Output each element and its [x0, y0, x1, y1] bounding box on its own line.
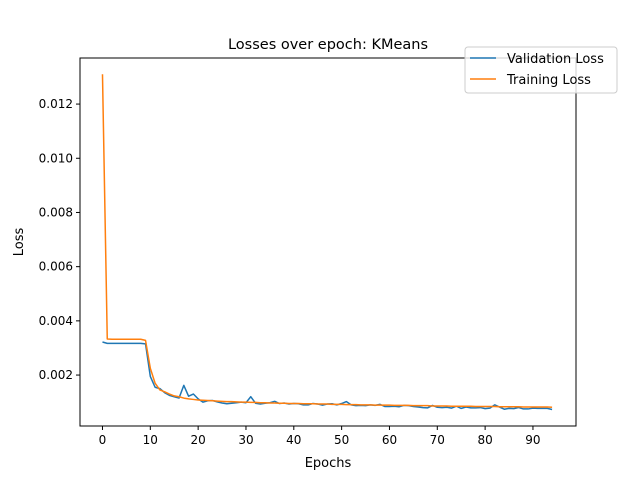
legend-label-training-loss: Training Loss	[506, 73, 591, 88]
series-layer	[101, 74, 553, 411]
x-tick-label: 20	[191, 433, 206, 447]
y-axis-title: Loss	[12, 228, 27, 257]
x-tick-label: 30	[238, 433, 253, 447]
x-tick-label: 0	[99, 433, 107, 447]
y-tick-label: 0.004	[39, 314, 73, 328]
y-tick-label: 0.012	[39, 97, 73, 111]
y-tick-label: 0.002	[39, 368, 73, 382]
y-axis: 0.002 0.004 0.006 0.008 0.010 0.012	[39, 97, 80, 382]
y-tick-label: 0.006	[39, 260, 73, 274]
legend: Validation Loss Training Loss	[464, 46, 618, 94]
x-axis: 0 10 20 30 40 50 60 70 80 90	[99, 426, 541, 447]
legend-label-validation-loss: Validation Loss	[507, 52, 604, 67]
x-tick-label: 40	[286, 433, 301, 447]
y-tick-label: 0.010	[39, 151, 73, 165]
x-axis-title: Epochs	[305, 456, 352, 471]
x-tick-label: 10	[143, 433, 158, 447]
legend-frame	[464, 46, 618, 94]
x-tick-label: 80	[477, 433, 492, 447]
x-tick-label: 90	[525, 433, 540, 447]
x-tick-label: 70	[430, 433, 445, 447]
x-tick-label: 50	[334, 433, 349, 447]
plot-area	[80, 58, 576, 426]
y-tick-label: 0.008	[39, 205, 73, 219]
chart-title: Losses over epoch: KMeans	[228, 37, 428, 53]
series-line-training-loss	[101, 74, 553, 409]
x-tick-label: 60	[382, 433, 397, 447]
plot-frame	[79, 57, 577, 427]
